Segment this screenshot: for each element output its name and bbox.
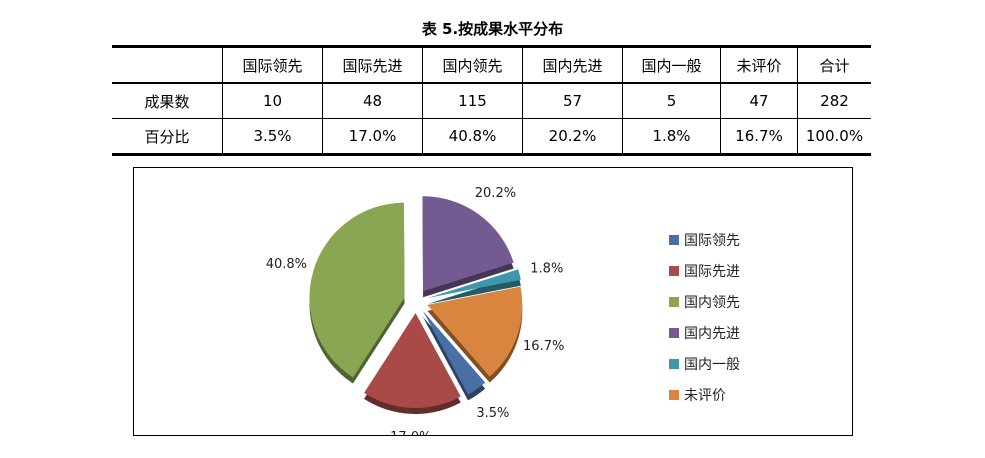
header-cell: 国内领先 <box>422 46 523 84</box>
cell: 成果数 <box>112 83 223 119</box>
legend-label: 国内先进 <box>684 326 740 342</box>
data-label: 16.7% <box>523 339 564 354</box>
cell: 3.5% <box>222 118 323 155</box>
cell: 47 <box>720 83 798 119</box>
pie-slice-国际先进 <box>364 312 461 408</box>
pie-svg: 3.5% 17.0% 40.8% 20.2% 1.8% 16.7% <box>266 186 565 445</box>
cell: 40.8% <box>422 118 523 155</box>
data-label: 1.8% <box>530 262 563 277</box>
cell: 100.0% <box>797 118 871 155</box>
legend-label: 国内领先 <box>684 295 740 311</box>
legend-swatch <box>669 266 679 276</box>
header-cell: 国际领先 <box>222 46 323 84</box>
table-row: 成果数 10 48 115 57 5 47 282 <box>112 83 871 119</box>
legend-label: 国际先进 <box>684 264 740 280</box>
table-row: 百分比 3.5% 17.0% 40.8% 20.2% 1.8% 16.7% 10… <box>112 118 871 155</box>
header-row: 国际领先 国际先进 国内领先 国内先进 国内一般 未评价 合计 <box>112 46 871 84</box>
legend-swatch <box>669 390 679 400</box>
pie-chart: 3.5% 17.0% 40.8% 20.2% 1.8% 16.7% 国际领先国际先进国内领… <box>133 167 853 445</box>
pie-slice-国际领先 <box>422 310 486 395</box>
header-cell: 未评价 <box>720 46 798 84</box>
data-label: 3.5% <box>476 406 509 421</box>
pie-slice-未评价 <box>427 286 523 377</box>
cell: 10 <box>222 83 323 119</box>
legend-item: 国内先进 <box>669 323 740 343</box>
legend-label: 国际领先 <box>684 233 740 249</box>
legend-label: 未评价 <box>684 388 726 404</box>
header-cell: 合计 <box>797 46 871 84</box>
cell: 17.0% <box>322 118 423 155</box>
legend-item: 国内一般 <box>669 354 740 374</box>
data-label: 20.2% <box>475 186 516 201</box>
pie-slice-国内一般 <box>427 269 521 299</box>
legend-swatch <box>669 235 679 245</box>
cell: 115 <box>422 83 523 119</box>
cell: 1.8% <box>622 118 721 155</box>
cell: 20.2% <box>522 118 623 155</box>
cell: 48 <box>322 83 423 119</box>
data-label: 17.0% <box>390 430 431 435</box>
legend-item: 国内领先 <box>669 292 740 312</box>
legend-item: 国际先进 <box>669 261 740 281</box>
legend-swatch <box>669 297 679 307</box>
legend-label: 国内一般 <box>684 357 740 373</box>
header-cell: 国际先进 <box>322 46 423 84</box>
cell: 57 <box>522 83 623 119</box>
table-title: 表 5.按成果水平分布 <box>421 20 564 38</box>
legend-item: 未评价 <box>669 385 726 405</box>
legend-swatch <box>669 359 679 369</box>
header-cell: 国内一般 <box>622 46 721 84</box>
data-label: 40.8% <box>266 257 307 272</box>
legend-item: 国际领先 <box>669 230 740 250</box>
header-cell: 国内先进 <box>522 46 623 84</box>
cell: 百分比 <box>144 127 190 146</box>
cell: 282 <box>797 83 871 119</box>
pie-slice-国内先进 <box>422 196 514 292</box>
pie-slice-国内领先 <box>309 202 405 378</box>
data-table: 国际领先 国际先进 国内领先 国内先进 国内一般 未评价 合计 成果数 10 4… <box>112 45 871 156</box>
cell: 5 <box>622 83 721 119</box>
legend-swatch <box>669 328 679 338</box>
cell: 16.7% <box>720 118 798 155</box>
header-cell <box>112 46 223 84</box>
